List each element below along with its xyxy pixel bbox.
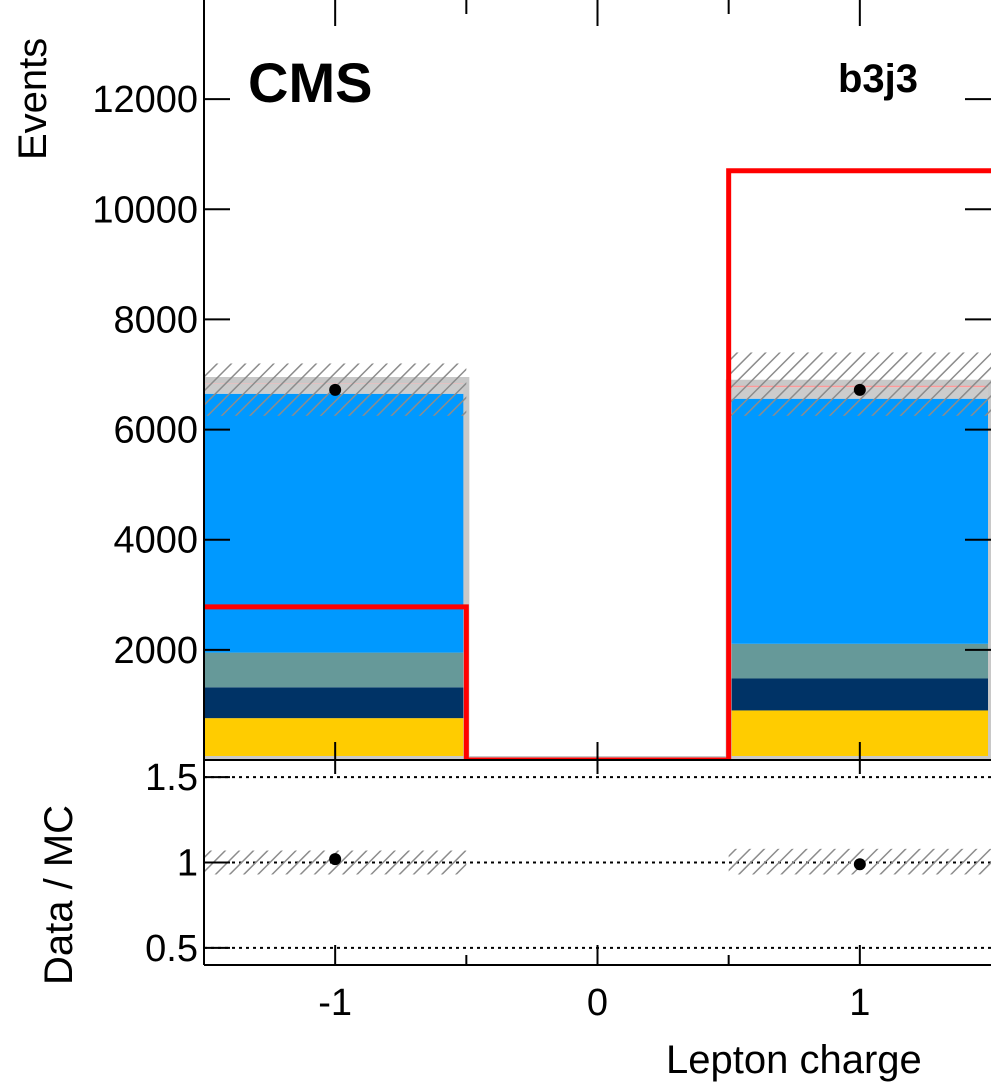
x-tick-label: -1 [318, 982, 352, 1024]
stack-bar-segment [728, 398, 991, 644]
y-axis-title-main: Events [11, 38, 55, 160]
stack-bar-segment [204, 687, 467, 719]
x-axis-title: Lepton charge [666, 1038, 922, 1082]
cms-label: CMS [248, 51, 372, 114]
y-tick-label: 10000 [92, 189, 198, 231]
ratio-panel [204, 776, 991, 949]
y-tick-label: 4000 [113, 520, 198, 562]
signal-line [204, 168, 991, 760]
stack-bar-segment [728, 643, 991, 679]
x-tick-label: 1 [849, 982, 870, 1024]
tick-marks [204, 0, 991, 965]
ratio-y-tick-label: 1 [177, 843, 198, 885]
data-point [853, 383, 866, 396]
stack-bar-segment [204, 393, 467, 653]
y-tick-label: 6000 [113, 410, 198, 452]
ratio-y-tick-label: 1.5 [145, 757, 198, 799]
y-tick-label: 8000 [113, 299, 198, 341]
y-axis-title-ratio: Data / MC [37, 805, 81, 985]
main-panel [204, 168, 991, 760]
x-tick-label: 0 [587, 982, 608, 1024]
y-tick-label: 12000 [92, 79, 198, 121]
ratio-y-tick-label: 0.5 [145, 928, 198, 970]
stack-bar-segment [204, 652, 467, 688]
ratio-point [329, 853, 342, 866]
category-label: b3j3 [838, 57, 918, 101]
y-tick-label: 2000 [113, 630, 198, 672]
data-point [329, 383, 342, 396]
stack-bar-segment [728, 678, 991, 711]
ratio-point [853, 858, 866, 871]
